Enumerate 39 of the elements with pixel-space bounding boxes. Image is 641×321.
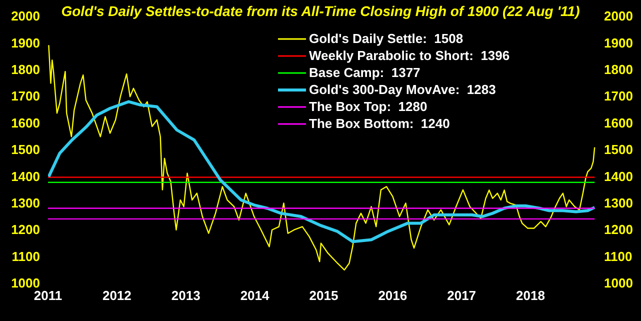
y-tick-label: 1500: [11, 142, 40, 158]
legend-label: Gold's Daily Settle: 1508: [309, 31, 464, 46]
legend-label: The Box Bottom: 1240: [309, 116, 450, 131]
y-tick-label: 1100: [12, 248, 40, 264]
y-tick-label: 1700: [11, 88, 40, 104]
x-tick-label: 2014: [240, 288, 270, 304]
y2-tick-label: 2000: [604, 8, 633, 24]
y2-tick-label: 1500: [604, 142, 633, 158]
legend-label: The Box Top: 1280: [309, 99, 428, 114]
y-tick-label: 2000: [11, 8, 40, 24]
x-tick-label: 2018: [516, 288, 545, 304]
legend-label: Weekly Parabolic to Short: 1396: [309, 48, 510, 63]
y-tick-label: 1900: [11, 35, 40, 50]
y2-tick-label: 1800: [604, 62, 633, 78]
y-tick-label: 1400: [11, 168, 40, 184]
y2-tick-label: 1400: [604, 168, 633, 184]
y2-tick-label: 1600: [604, 115, 633, 130]
legend-label: Base Camp: 1377: [309, 65, 420, 80]
y-tick-label: 1800: [11, 62, 40, 78]
y2-tick-label: 1300: [604, 196, 633, 211]
y-tick-label: 1300: [11, 196, 40, 211]
y-tick-label: 1200: [11, 222, 40, 238]
x-tick-label: 2016: [378, 288, 408, 304]
y-tick-label: 1000: [11, 276, 40, 291]
chart-title: Gold's Daily Settles-to-date from its All-Time Closing High of 1900 (22 Aug '11): [61, 3, 580, 19]
x-tick-label: 2013: [171, 288, 200, 304]
line-series: [48, 100, 596, 244]
y2-tick-label: 1900: [604, 35, 633, 50]
x-tick-label: 2017: [447, 288, 476, 304]
line-series: [48, 44, 596, 271]
x-tick-label: 2012: [102, 288, 132, 304]
y2-tick-label: 1100: [604, 248, 632, 264]
y2-tick-label: 1000: [604, 276, 633, 291]
x-tick-label: 2015: [309, 288, 338, 304]
x-tick-label: 2011: [34, 288, 62, 304]
y2-tick-label: 1700: [604, 88, 633, 104]
legend-label: Gold's 300-Day MovAve: 1283: [309, 82, 496, 97]
y-tick-label: 1600: [11, 115, 40, 130]
y2-tick-label: 1200: [604, 222, 633, 238]
